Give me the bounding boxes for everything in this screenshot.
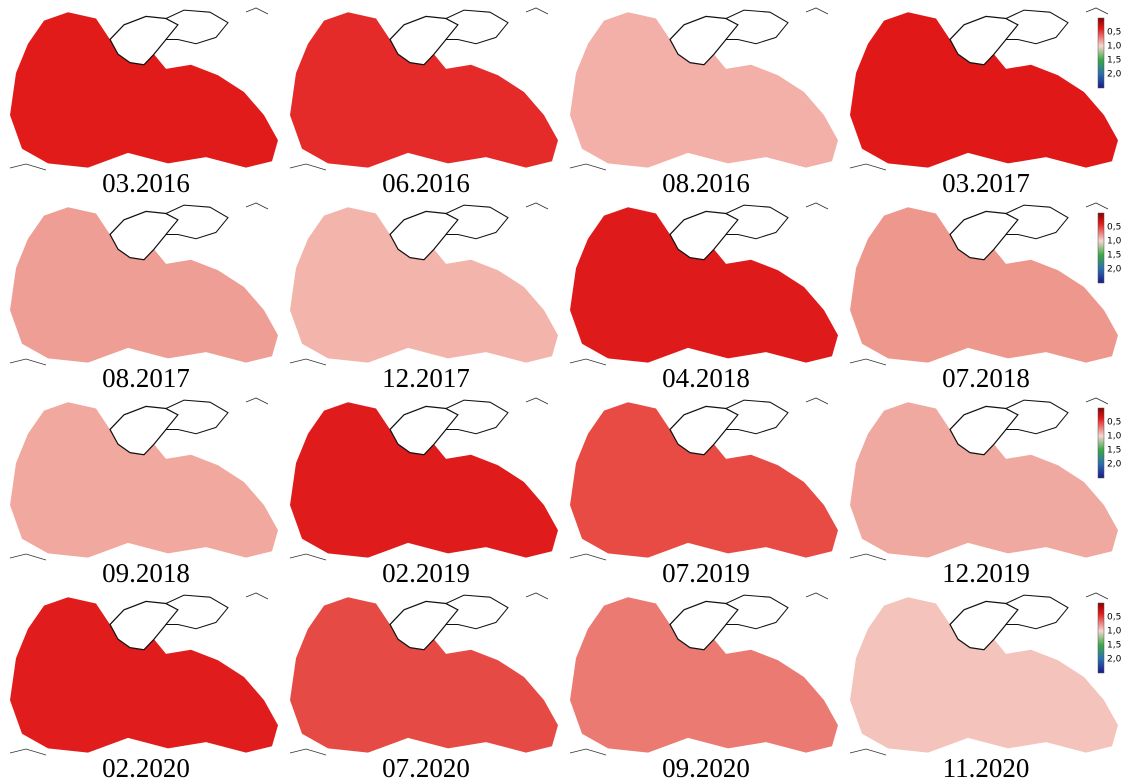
map-panel: 08.2016: [570, 8, 838, 198]
colorbar-tick-label: 0,5: [1107, 223, 1121, 233]
panel-label: 03.2017: [942, 168, 1030, 198]
colorbar-tick-label: 1,5: [1107, 56, 1121, 66]
colorbar: 0,5 1,0 1,5 2,0: [1098, 603, 1122, 673]
map-panel: 07.2020: [290, 593, 558, 779]
colorbar-gradient: [1098, 603, 1104, 673]
colorbar-tick-label: 0,5: [1107, 28, 1121, 38]
map-panel: 09.2020: [570, 593, 838, 779]
panel-label: 06.2016: [382, 168, 470, 198]
colorbar: 0,5 1,0 1,5 2,0: [1098, 408, 1122, 478]
colorbar-gradient: [1098, 408, 1104, 478]
panel-label: 07.2018: [942, 363, 1030, 393]
panel-label: 07.2020: [382, 753, 470, 779]
colorbar-tick-label: 0,5: [1107, 613, 1121, 623]
colorbar-tick-label: 2,0: [1107, 70, 1122, 80]
map-panel: 11.2020: [850, 593, 1118, 779]
colorbar-tick-label: 2,0: [1107, 265, 1122, 275]
panel-label: 04.2018: [662, 363, 750, 393]
colorbar: 0,5 1,0 1,5 2,0: [1098, 213, 1122, 283]
map-panel: 12.2017: [290, 203, 558, 393]
panel-label: 02.2020: [102, 753, 190, 779]
panel-label: 11.2020: [943, 753, 1030, 779]
panel-label: 02.2019: [382, 558, 470, 588]
colorbar-tick-label: 1,0: [1107, 42, 1122, 52]
colorbar-tick-label: 1,5: [1107, 251, 1121, 261]
map-panel: 07.2019: [570, 398, 838, 588]
panel-label: 09.2018: [102, 558, 190, 588]
colorbar-gradient: [1098, 18, 1104, 88]
colorbar-tick-label: 1,5: [1107, 641, 1121, 651]
panel-label: 12.2017: [382, 363, 470, 393]
colorbar-tick-label: 0,5: [1107, 418, 1121, 428]
panel-label: 07.2019: [662, 558, 750, 588]
map-panel: 07.2018: [850, 203, 1118, 393]
colorbar-tick-label: 2,0: [1107, 655, 1122, 665]
map-panel: 09.2018: [10, 398, 278, 588]
colorbar-tick-label: 1,0: [1107, 627, 1122, 637]
map-panel: 06.2016: [290, 8, 558, 198]
map-panel: 02.2019: [290, 398, 558, 588]
panel-label: 09.2020: [662, 753, 750, 779]
map-panel: 12.2019: [850, 398, 1118, 588]
colorbar-gradient: [1098, 213, 1104, 283]
colorbar-tick-label: 1,0: [1107, 237, 1122, 247]
colorbar-tick-label: 1,5: [1107, 446, 1121, 456]
map-panel: 03.2016: [10, 8, 278, 198]
colorbar: 0,5 1,0 1,5 2,0: [1098, 18, 1122, 88]
panel-label: 03.2016: [102, 168, 190, 198]
panel-label: 08.2016: [662, 168, 750, 198]
panel-label: 08.2017: [102, 363, 190, 393]
panel-label: 12.2019: [942, 558, 1030, 588]
map-panel: 04.2018: [570, 203, 838, 393]
map-panel: 03.2017: [850, 8, 1118, 198]
map-panel: 08.2017: [10, 203, 278, 393]
figure: 03.2016 06.2016 08.2016 03.2017 08.2017 12.20…: [0, 0, 1136, 779]
colorbar-tick-label: 1,0: [1107, 432, 1122, 442]
colorbar-tick-label: 2,0: [1107, 460, 1122, 470]
map-panel: 02.2020: [10, 593, 278, 779]
